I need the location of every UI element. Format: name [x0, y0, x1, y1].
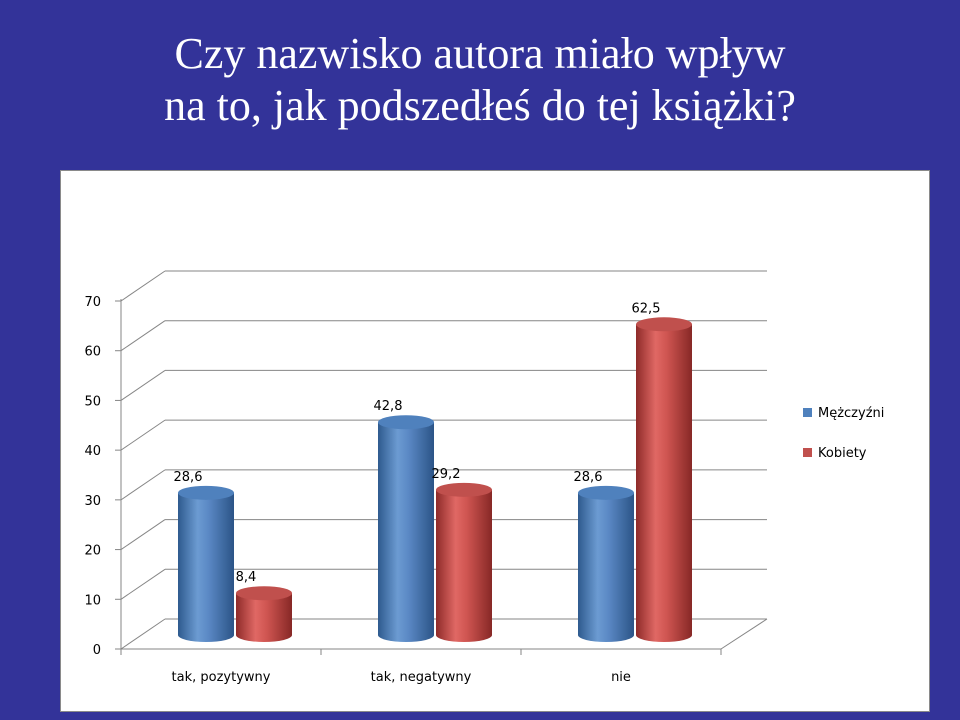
data-label: 42,8 — [374, 399, 403, 414]
y-tick-label: 50 — [84, 394, 101, 409]
y-tick-label: 60 — [84, 345, 101, 360]
bar-top — [636, 317, 692, 332]
bar-0-1 — [236, 586, 292, 642]
bar-2-1 — [636, 317, 692, 642]
y-tick-label: 20 — [84, 544, 101, 559]
label-layer: 28,6 8,4 42,8 29,2 28,6 62,5 — [174, 301, 661, 585]
axis-layer: 0 10 20 30 40 50 60 70 tak, pozytywny tak, negaty… — [84, 295, 722, 685]
gridline-diagonal — [120, 419, 166, 451]
bar-body — [236, 593, 292, 642]
y-tick-label: 0 — [93, 643, 101, 658]
legend: Mężczyźni Kobiety — [803, 406, 884, 461]
y-tick-label: 40 — [84, 444, 101, 459]
data-label: 28,6 — [174, 470, 203, 485]
data-label: 29,2 — [432, 467, 461, 482]
bar-chart: 0 10 20 30 40 50 60 70 tak, pozytywny tak, negaty… — [84, 270, 884, 685]
title-line-2: na to, jak podszedłeś do tej książki? — [164, 81, 796, 130]
legend-swatch — [803, 408, 812, 417]
data-label: 8,4 — [236, 570, 257, 585]
bar-1-1 — [436, 482, 492, 642]
gridline-diagonal — [120, 519, 166, 550]
floor-edge — [720, 618, 768, 650]
gridline-diagonal — [120, 270, 166, 302]
slide-title: Czy nazwisko autora miało wpływ na to, j… — [0, 28, 960, 132]
bar-1-0 — [378, 415, 434, 642]
bar-layer — [178, 317, 692, 642]
x-tick-label: tak, negatywny — [371, 670, 472, 685]
bar-body — [378, 422, 434, 642]
bar-body — [636, 324, 692, 642]
data-label: 28,6 — [574, 470, 603, 485]
bar-top — [436, 482, 492, 497]
data-label: 62,5 — [632, 301, 661, 316]
bar-2-0 — [578, 485, 634, 642]
legend-label: Mężczyźni — [818, 406, 884, 421]
gridline-diagonal — [120, 320, 166, 352]
legend-label: Kobiety — [818, 446, 867, 461]
bar-body — [436, 489, 492, 642]
bar-0-0 — [178, 485, 234, 642]
bar-body — [178, 492, 234, 642]
bar-body — [578, 492, 634, 642]
x-tick-label: nie — [611, 670, 631, 685]
gridline-diagonal — [120, 370, 166, 401]
title-line-1: Czy nazwisko autora miało wpływ — [174, 29, 786, 78]
bar-top — [178, 485, 234, 500]
y-tick-label: 70 — [84, 295, 101, 310]
gridline-diagonal — [120, 568, 166, 600]
gridline-diagonal — [120, 469, 166, 501]
bar-top — [578, 485, 634, 500]
bar-top — [378, 415, 434, 430]
chart-panel: 0 10 20 30 40 50 60 70 tak, pozytywny tak, negaty… — [60, 170, 930, 712]
legend-swatch — [803, 448, 812, 457]
x-tick-label: tak, pozytywny — [172, 670, 271, 685]
gridline-diagonal — [120, 618, 166, 650]
bar-top — [236, 586, 292, 601]
y-tick-label: 30 — [84, 494, 101, 509]
y-tick-label: 10 — [84, 593, 101, 608]
